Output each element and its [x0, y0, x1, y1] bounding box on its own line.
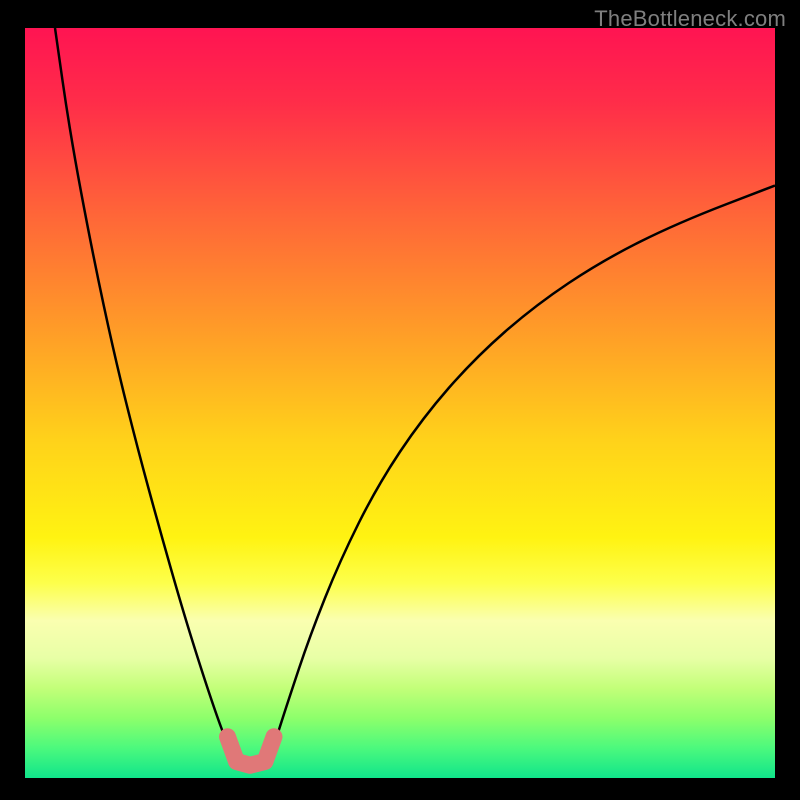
- plot-area: [25, 28, 775, 778]
- gradient-background: [25, 28, 775, 778]
- watermark-text: TheBottleneck.com: [594, 6, 786, 32]
- chart-stage: TheBottleneck.com: [0, 0, 800, 800]
- plot-svg: [25, 28, 775, 778]
